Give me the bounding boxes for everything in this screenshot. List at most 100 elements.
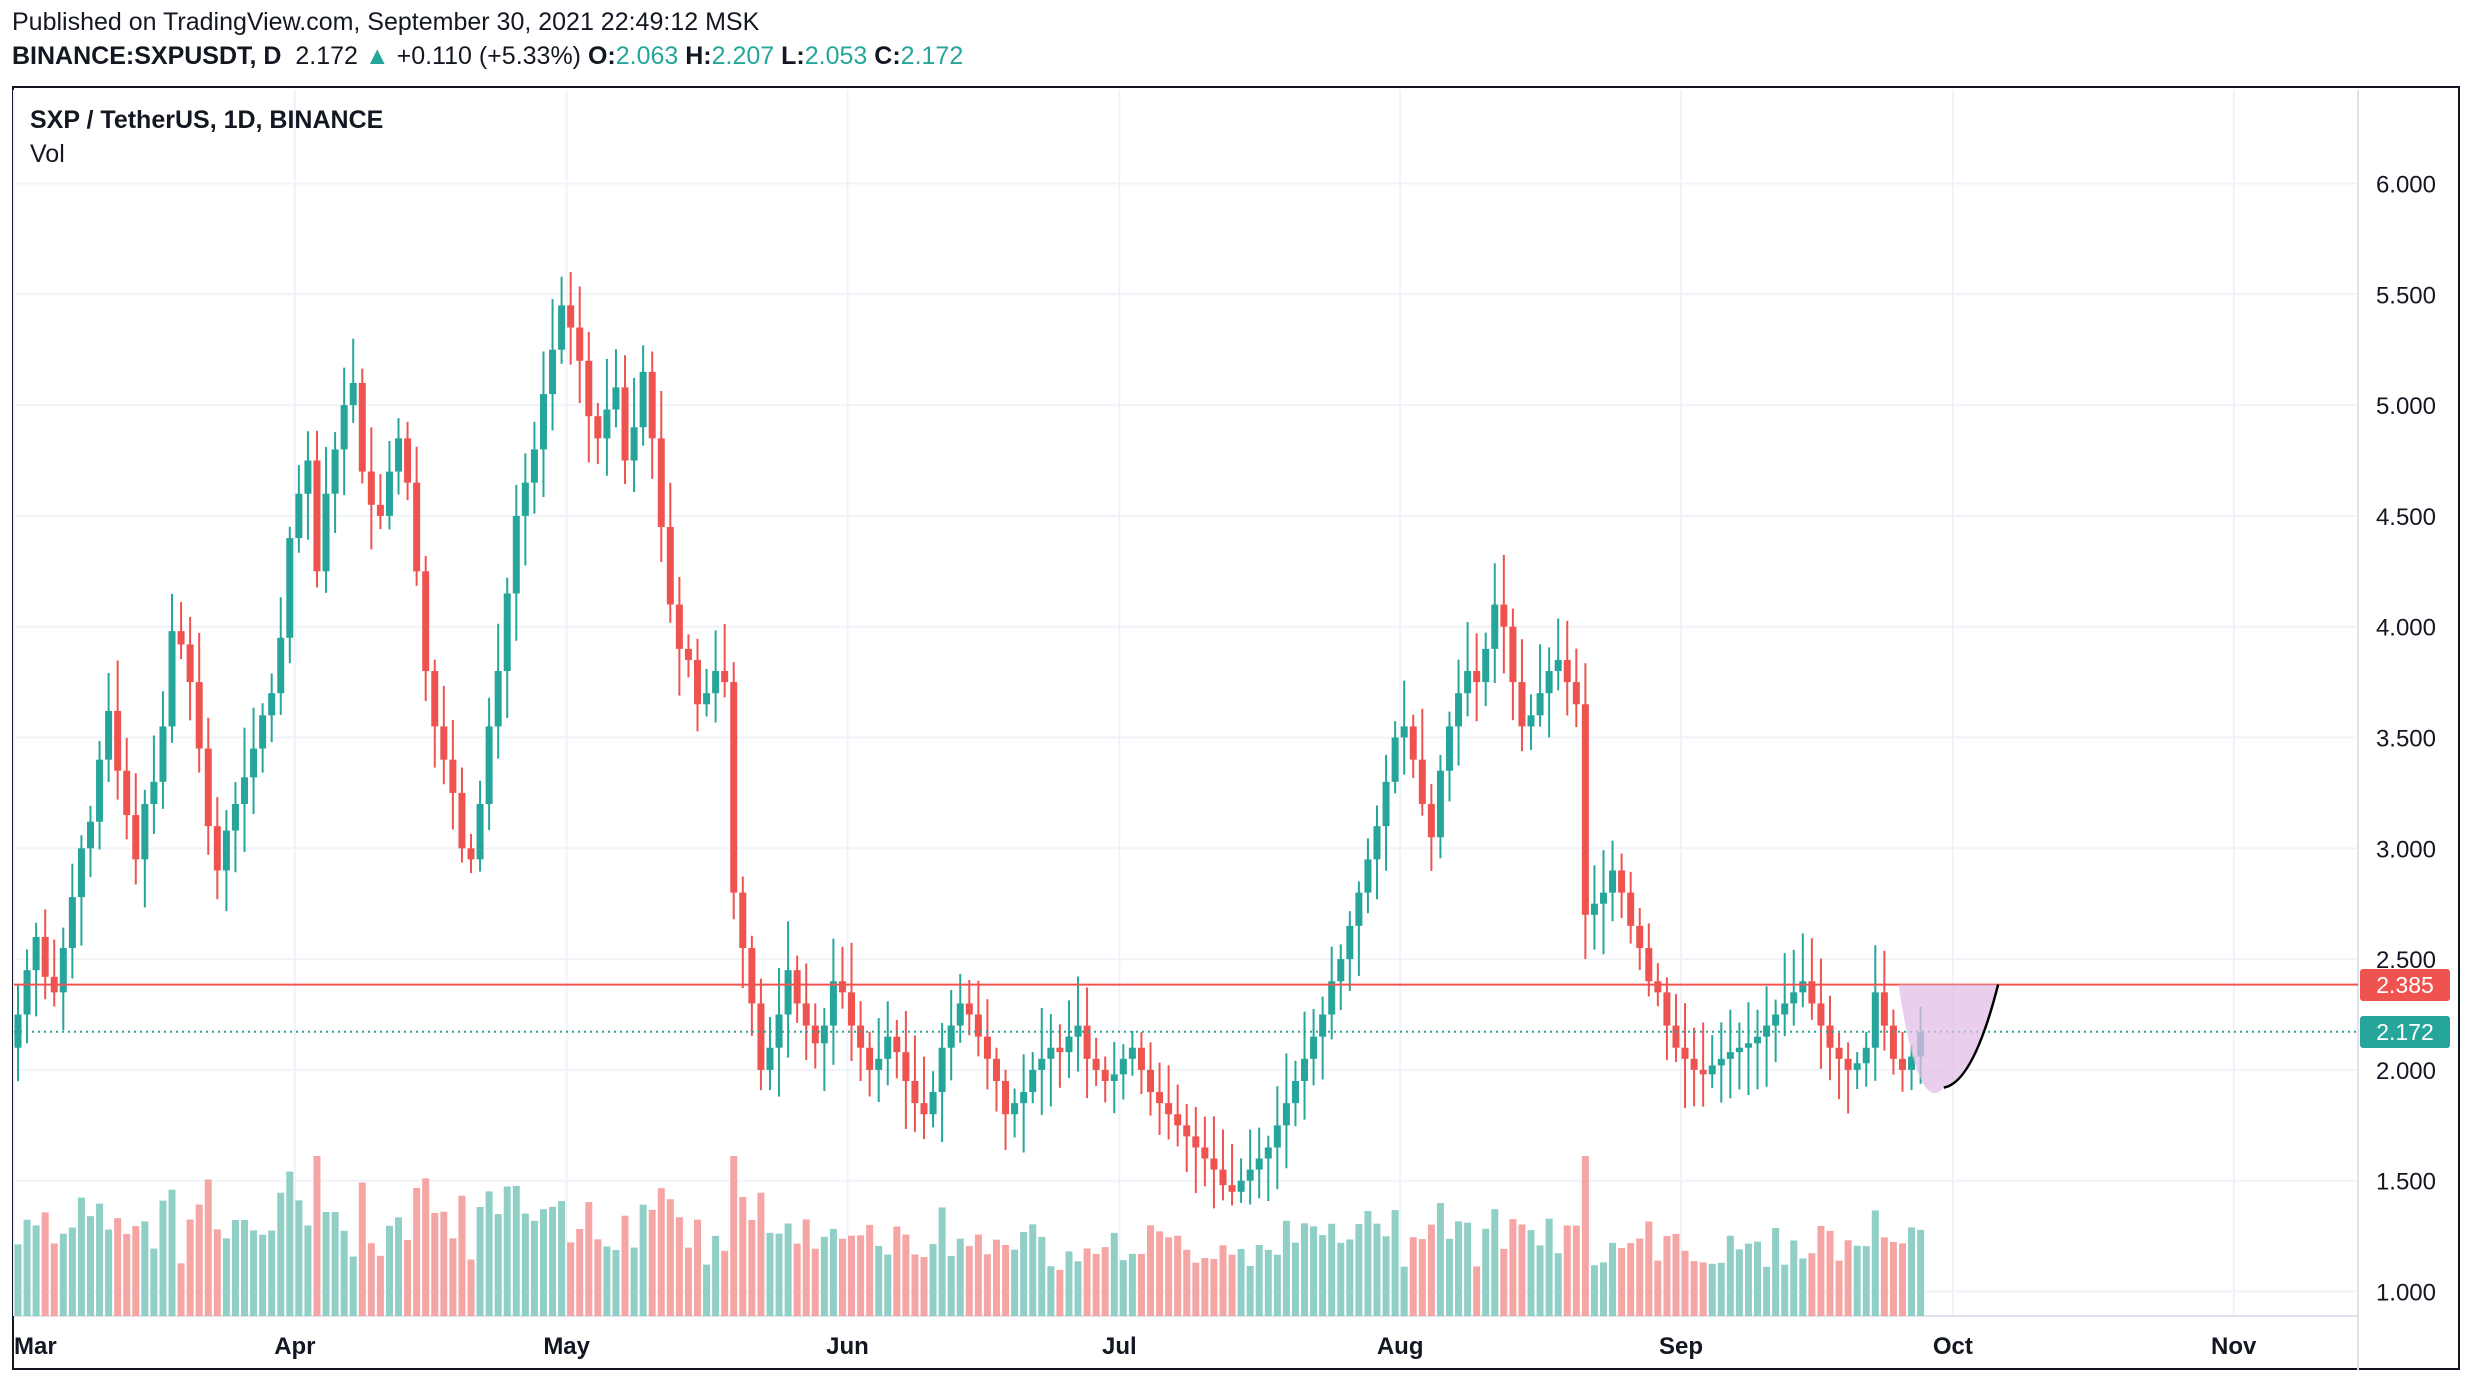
candle-body — [1781, 1003, 1789, 1015]
volume-bar — [1074, 1261, 1082, 1316]
volume-bar — [1210, 1258, 1218, 1316]
volume-bar — [1382, 1236, 1390, 1316]
candle-body — [1645, 948, 1653, 982]
volume-bar — [666, 1199, 674, 1316]
volume-bar — [1627, 1243, 1635, 1316]
candle-body — [1119, 1058, 1127, 1075]
x-tick-label: Aug — [1377, 1333, 1424, 1360]
candle-body — [1092, 1058, 1100, 1070]
candle-body — [1663, 992, 1671, 1026]
volume-bar — [1754, 1241, 1762, 1316]
candle-body — [1337, 959, 1345, 982]
candle-body — [902, 1052, 910, 1081]
candle-body — [965, 1003, 973, 1015]
volume-bar — [1482, 1228, 1490, 1316]
volume-bar — [1862, 1246, 1870, 1316]
candle-body — [848, 992, 856, 1026]
chart-title: SXP / TetherUS, 1D, BINANCE — [30, 106, 384, 134]
candle-body — [938, 1047, 946, 1093]
volume-bar — [639, 1204, 647, 1316]
open-value: 2.063 — [615, 42, 679, 70]
volume-bar — [1581, 1156, 1589, 1316]
volume-bar — [938, 1207, 946, 1316]
candle-body — [1898, 1058, 1906, 1070]
candle-body — [1536, 693, 1544, 716]
candle-body — [1853, 1063, 1861, 1070]
volume-bar — [168, 1189, 176, 1316]
volume-bar — [766, 1232, 774, 1316]
candle-body — [1871, 992, 1879, 1048]
candle-body — [1228, 1185, 1236, 1192]
candle-body — [1029, 1069, 1037, 1093]
candle-body — [1609, 870, 1617, 893]
candle-body — [1273, 1125, 1281, 1148]
candle-body — [1301, 1058, 1309, 1081]
candle-body — [694, 659, 701, 705]
last-price: 2.172 — [295, 42, 358, 70]
volume-bar — [902, 1234, 910, 1316]
volume-bar — [1255, 1245, 1263, 1316]
volume-bar — [820, 1236, 828, 1316]
y-tick-label: 3.500 — [2376, 726, 2436, 753]
candle-body — [376, 504, 384, 516]
volume-bar — [1337, 1242, 1345, 1316]
candle-body — [177, 631, 185, 645]
candle-body — [1156, 1092, 1164, 1104]
candle-body — [331, 449, 339, 494]
candle-body — [1255, 1158, 1263, 1170]
volume-bar — [467, 1259, 475, 1316]
volume-bar — [1464, 1222, 1472, 1316]
candle-body — [1011, 1103, 1019, 1115]
volume-bar — [1400, 1266, 1408, 1316]
volume-bar — [422, 1178, 430, 1316]
volume-bar — [549, 1206, 557, 1316]
candle-body — [1346, 925, 1354, 960]
candle-body — [413, 482, 421, 572]
candle-body — [349, 382, 357, 406]
candle-body — [77, 848, 85, 898]
volume-bar — [1201, 1258, 1209, 1316]
candle-body — [530, 449, 538, 483]
candle-body — [558, 305, 566, 350]
y-tick-label: 3.000 — [2376, 836, 2436, 863]
volume-bar — [875, 1245, 883, 1316]
volume-bar — [68, 1227, 76, 1316]
volume-bar — [1491, 1209, 1499, 1316]
candle-body — [458, 792, 466, 849]
volume-bar — [1509, 1219, 1517, 1316]
candle-body — [594, 416, 602, 439]
candle-body — [1427, 803, 1435, 838]
volume-bar — [838, 1238, 846, 1316]
resistance-price-tag: 2.385 — [2360, 968, 2450, 1001]
y-tick-label: 5.000 — [2376, 393, 2436, 420]
volume-bar — [494, 1214, 502, 1316]
volume-bar — [1065, 1251, 1073, 1316]
candle-body — [1681, 1047, 1689, 1059]
volume-bar — [784, 1223, 792, 1316]
candle-body — [512, 515, 520, 594]
volume-bar — [857, 1235, 865, 1316]
volume-bar — [1418, 1239, 1426, 1316]
candle-body — [23, 970, 31, 1015]
candle-body — [1563, 659, 1571, 683]
candle-body — [983, 1036, 991, 1059]
y-tick-label: 1.500 — [2376, 1169, 2436, 1196]
volume-bar — [141, 1221, 149, 1316]
candle-body — [1101, 1069, 1109, 1081]
candle-body — [86, 821, 94, 849]
candle-body — [621, 387, 629, 461]
candle-body — [820, 1025, 828, 1044]
candle-body — [1183, 1125, 1191, 1137]
volume-bar — [241, 1219, 248, 1316]
close-value: 2.172 — [900, 42, 964, 70]
candle-body — [793, 970, 801, 1004]
candle-body — [105, 710, 113, 760]
volume-bar — [1636, 1238, 1644, 1316]
volume-bar — [1174, 1235, 1182, 1316]
x-tick-label: Jun — [826, 1333, 869, 1360]
candle-body — [1065, 1036, 1073, 1053]
volume-bar — [1147, 1225, 1154, 1316]
volume-bar — [1355, 1224, 1363, 1316]
volume-bar — [1282, 1220, 1290, 1316]
